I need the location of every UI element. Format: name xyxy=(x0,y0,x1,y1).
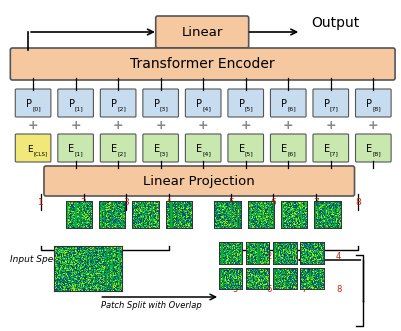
Text: 1: 1 xyxy=(232,252,237,261)
Text: [6]: [6] xyxy=(287,151,296,156)
Text: +: + xyxy=(198,119,209,132)
Text: Linear Projection: Linear Projection xyxy=(144,174,255,187)
FancyBboxPatch shape xyxy=(143,134,178,162)
Text: [3]: [3] xyxy=(160,151,168,156)
Text: 7: 7 xyxy=(302,285,307,294)
FancyBboxPatch shape xyxy=(270,89,306,117)
Text: P: P xyxy=(239,99,245,109)
FancyBboxPatch shape xyxy=(313,134,348,162)
Text: 2: 2 xyxy=(267,252,272,261)
Text: 7: 7 xyxy=(313,198,319,207)
Text: [7]: [7] xyxy=(330,106,339,111)
Text: P: P xyxy=(154,99,160,109)
Text: 1: 1 xyxy=(38,198,44,207)
FancyBboxPatch shape xyxy=(58,134,93,162)
Text: [4]: [4] xyxy=(202,106,211,111)
Text: E: E xyxy=(27,145,33,154)
FancyBboxPatch shape xyxy=(156,16,249,48)
Text: [6]: [6] xyxy=(287,106,296,111)
Text: [2]: [2] xyxy=(117,151,126,156)
Text: 8: 8 xyxy=(336,285,341,294)
Text: +: + xyxy=(368,119,379,132)
Text: Output: Output xyxy=(311,16,359,30)
Text: [CLS]: [CLS] xyxy=(33,151,47,156)
Text: P: P xyxy=(367,99,372,109)
Text: [8]: [8] xyxy=(372,106,381,111)
FancyBboxPatch shape xyxy=(58,89,93,117)
FancyBboxPatch shape xyxy=(228,89,263,117)
Text: [0]: [0] xyxy=(32,106,41,111)
Text: E: E xyxy=(196,144,202,154)
Text: 6: 6 xyxy=(267,285,272,294)
FancyBboxPatch shape xyxy=(10,48,395,80)
FancyBboxPatch shape xyxy=(185,89,221,117)
Text: 3: 3 xyxy=(302,252,307,261)
FancyBboxPatch shape xyxy=(100,89,136,117)
Text: +: + xyxy=(28,119,38,132)
Text: P: P xyxy=(324,99,330,109)
Text: E: E xyxy=(239,144,245,154)
Text: P: P xyxy=(69,99,75,109)
Text: +: + xyxy=(70,119,81,132)
Text: 2: 2 xyxy=(81,198,86,207)
Text: Patch Split with Overlap: Patch Split with Overlap xyxy=(101,301,202,309)
Text: 4: 4 xyxy=(336,252,341,261)
FancyBboxPatch shape xyxy=(44,166,354,196)
Text: +: + xyxy=(283,119,294,132)
FancyBboxPatch shape xyxy=(185,134,221,162)
FancyBboxPatch shape xyxy=(15,89,51,117)
Text: [3]: [3] xyxy=(160,106,168,111)
FancyBboxPatch shape xyxy=(228,134,263,162)
Text: +: + xyxy=(241,119,251,132)
Text: E: E xyxy=(154,144,160,154)
FancyBboxPatch shape xyxy=(356,89,391,117)
Text: Linear: Linear xyxy=(182,25,223,38)
Text: P: P xyxy=(111,99,117,109)
Text: 5: 5 xyxy=(232,285,237,294)
Text: P: P xyxy=(281,99,287,109)
Text: +: + xyxy=(155,119,166,132)
Text: [2]: [2] xyxy=(117,106,126,111)
FancyBboxPatch shape xyxy=(15,134,51,162)
Text: 8: 8 xyxy=(356,198,361,207)
Text: +: + xyxy=(113,119,124,132)
Text: [1]: [1] xyxy=(75,151,83,156)
Text: Input Spectrogram: Input Spectrogram xyxy=(10,255,95,264)
FancyBboxPatch shape xyxy=(143,89,178,117)
Text: +: + xyxy=(326,119,336,132)
Text: 6: 6 xyxy=(271,198,276,207)
FancyBboxPatch shape xyxy=(356,134,391,162)
Text: E: E xyxy=(69,144,75,154)
Text: E: E xyxy=(111,144,117,154)
Text: E: E xyxy=(324,144,330,154)
Text: [4]: [4] xyxy=(202,151,211,156)
Text: [7]: [7] xyxy=(330,151,339,156)
Text: [1]: [1] xyxy=(75,106,83,111)
FancyBboxPatch shape xyxy=(270,134,306,162)
Text: E: E xyxy=(366,144,372,154)
Text: [8]: [8] xyxy=(372,151,381,156)
Text: 3: 3 xyxy=(123,198,129,207)
Text: E: E xyxy=(281,144,287,154)
Text: P: P xyxy=(26,99,32,109)
Text: 4: 4 xyxy=(166,198,171,207)
Text: [5]: [5] xyxy=(245,151,253,156)
Text: Transformer Encoder: Transformer Encoder xyxy=(130,57,275,71)
FancyBboxPatch shape xyxy=(313,89,348,117)
FancyBboxPatch shape xyxy=(100,134,136,162)
Text: P: P xyxy=(196,99,202,109)
Text: 5: 5 xyxy=(228,198,234,207)
Text: [5]: [5] xyxy=(245,106,253,111)
